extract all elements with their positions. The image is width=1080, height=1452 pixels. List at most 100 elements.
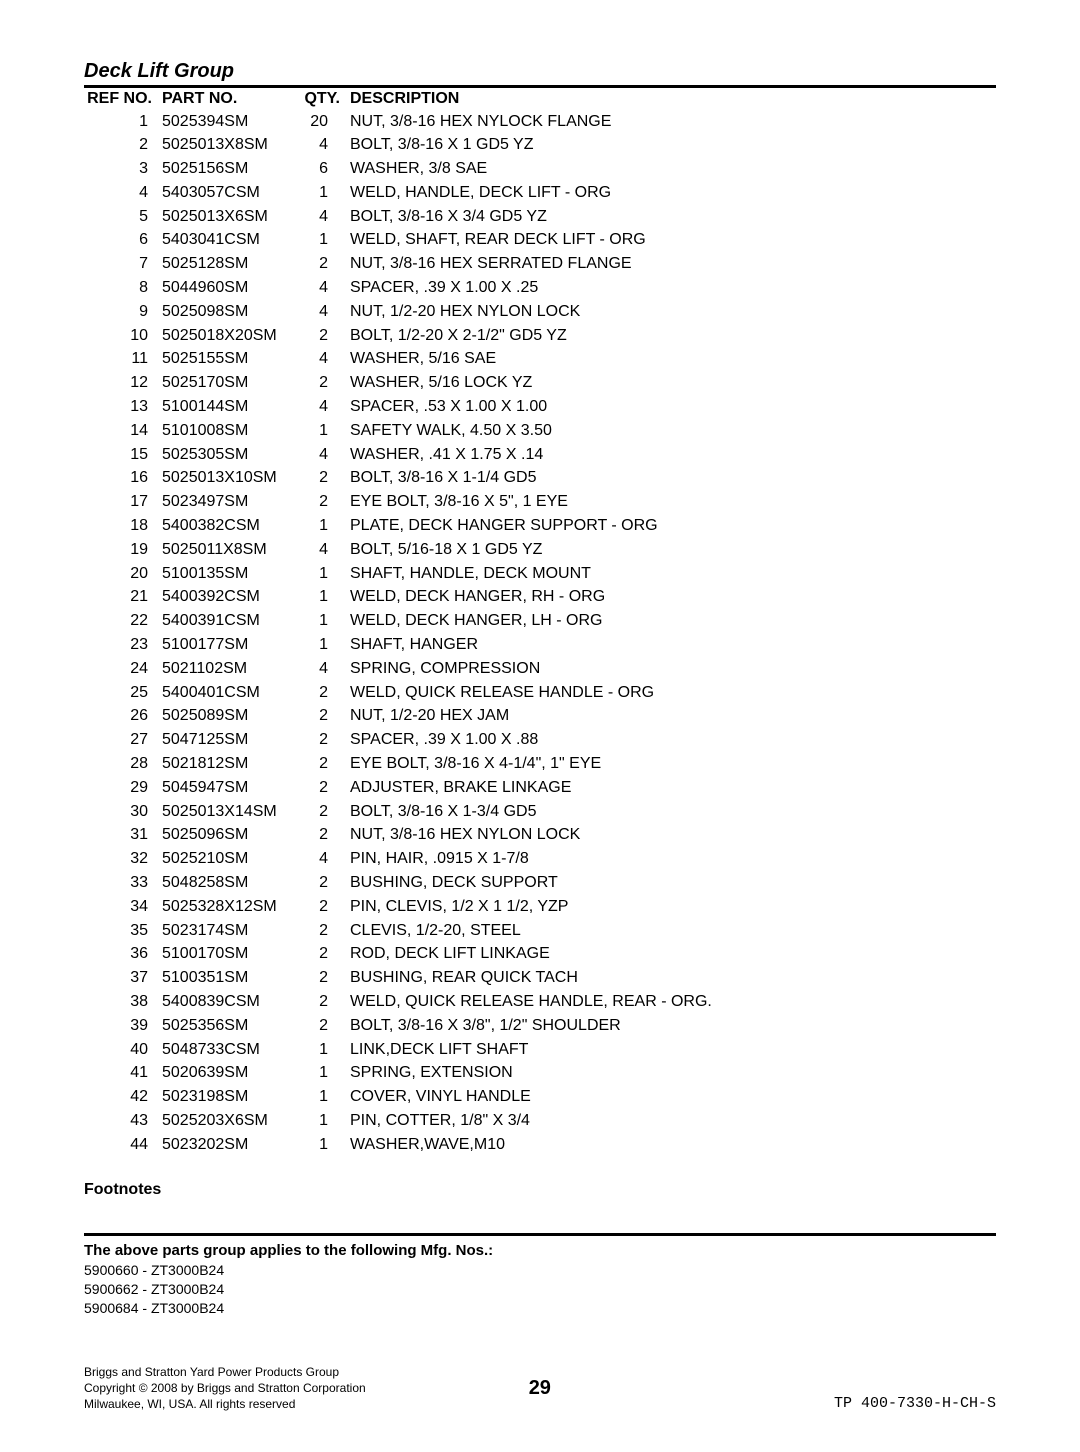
cell-qty: 1: [292, 634, 350, 658]
cell-qty: 2: [292, 253, 350, 277]
cell-ref: 34: [84, 895, 162, 919]
cell-ref: 6: [84, 229, 162, 253]
table-row: 385400839CSM2WELD, QUICK RELEASE HANDLE,…: [84, 990, 996, 1014]
mfg-items: 5900660 - ZT3000B245900662 - ZT3000B2459…: [84, 1261, 996, 1318]
cell-part: 5101008SM: [162, 419, 292, 443]
table-body: 15025394SM20NUT, 3/8-16 HEX NYLOCK FLANG…: [84, 110, 996, 1157]
cell-ref: 35: [84, 919, 162, 943]
cell-desc: NUT, 3/8-16 HEX NYLOCK FLANGE: [350, 110, 996, 134]
cell-qty: 2: [292, 967, 350, 991]
cell-part: 5047125SM: [162, 729, 292, 753]
cell-part: 5400392CSM: [162, 586, 292, 610]
table-row: 335048258SM2BUSHING, DECK SUPPORT: [84, 872, 996, 896]
cell-part: 5044960SM: [162, 277, 292, 301]
table-row: 85044960SM4SPACER, .39 X 1.00 X .25: [84, 277, 996, 301]
cell-ref: 3: [84, 158, 162, 182]
cell-desc: BOLT, 3/8-16 X 1-3/4 GD5: [350, 800, 996, 824]
table-row: 165025013X10SM2BOLT, 3/8-16 X 1-1/4 GD5: [84, 467, 996, 491]
cell-desc: BUSHING, DECK SUPPORT: [350, 872, 996, 896]
cell-desc: BUSHING, REAR QUICK TACH: [350, 967, 996, 991]
table-row: 15025394SM20NUT, 3/8-16 HEX NYLOCK FLANG…: [84, 110, 996, 134]
cell-desc: WASHER, 3/8 SAE: [350, 158, 996, 182]
cell-desc: WELD, HANDLE, DECK LIFT - ORG: [350, 181, 996, 205]
cell-desc: NUT, 1/2-20 HEX JAM: [350, 705, 996, 729]
cell-qty: 2: [292, 776, 350, 800]
cell-ref: 15: [84, 443, 162, 467]
col-qty: QTY.: [292, 88, 350, 110]
cell-ref: 40: [84, 1038, 162, 1062]
cell-qty: 4: [292, 348, 350, 372]
cell-qty: 4: [292, 657, 350, 681]
cell-desc: WELD, DECK HANGER, LH - ORG: [350, 610, 996, 634]
table-row: 235100177SM1SHAFT, HANGER: [84, 634, 996, 658]
table-row: 265025089SM2NUT, 1/2-20 HEX JAM: [84, 705, 996, 729]
cell-part: 5400839CSM: [162, 990, 292, 1014]
cell-part: 5025305SM: [162, 443, 292, 467]
cell-part: 5025156SM: [162, 158, 292, 182]
table-row: 225400391CSM1WELD, DECK HANGER, LH - ORG: [84, 610, 996, 634]
cell-ref: 16: [84, 467, 162, 491]
cell-qty: 4: [292, 277, 350, 301]
mfg-item: 5900660 - ZT3000B24: [84, 1261, 996, 1280]
table-row: 365100170SM2ROD, DECK LIFT LINKAGE: [84, 943, 996, 967]
cell-ref: 29: [84, 776, 162, 800]
cell-ref: 30: [84, 800, 162, 824]
cell-qty: 1: [292, 1062, 350, 1086]
cell-part: 5025210SM: [162, 848, 292, 872]
cell-desc: NUT, 3/8-16 HEX NYLON LOCK: [350, 824, 996, 848]
cell-ref: 26: [84, 705, 162, 729]
cell-part: 5100135SM: [162, 562, 292, 586]
cell-part: 5045947SM: [162, 776, 292, 800]
cell-desc: WELD, SHAFT, REAR DECK LIFT - ORG: [350, 229, 996, 253]
cell-ref: 13: [84, 396, 162, 420]
table-row: 155025305SM4WASHER, .41 X 1.75 X .14: [84, 443, 996, 467]
cell-part: 5025356SM: [162, 1014, 292, 1038]
cell-ref: 42: [84, 1086, 162, 1110]
mfg-item: 5900684 - ZT3000B24: [84, 1299, 996, 1318]
cell-part: 5400391CSM: [162, 610, 292, 634]
cell-ref: 20: [84, 562, 162, 586]
cell-qty: 2: [292, 872, 350, 896]
cell-desc: CLEVIS, 1/2-20, STEEL: [350, 919, 996, 943]
table-row: 345025328X12SM2PIN, CLEVIS, 1/2 X 1 1/2,…: [84, 895, 996, 919]
section-title: Deck Lift Group: [84, 60, 996, 83]
col-part: PART NO.: [162, 88, 292, 110]
cell-ref: 36: [84, 943, 162, 967]
cell-part: 5025018X20SM: [162, 324, 292, 348]
cell-qty: 2: [292, 824, 350, 848]
table-row: 275047125SM2SPACER, .39 X 1.00 X .88: [84, 729, 996, 753]
table-row: 425023198SM1COVER, VINYL HANDLE: [84, 1086, 996, 1110]
table-row: 75025128SM2NUT, 3/8-16 HEX SERRATED FLAN…: [84, 253, 996, 277]
cell-ref: 8: [84, 277, 162, 301]
cell-ref: 22: [84, 610, 162, 634]
cell-desc: SPACER, .53 X 1.00 X 1.00: [350, 396, 996, 420]
table-row: 355023174SM2CLEVIS, 1/2-20, STEEL: [84, 919, 996, 943]
table-row: 315025096SM2NUT, 3/8-16 HEX NYLON LOCK: [84, 824, 996, 848]
cell-ref: 27: [84, 729, 162, 753]
cell-desc: SPACER, .39 X 1.00 X .88: [350, 729, 996, 753]
mfg-item: 5900662 - ZT3000B24: [84, 1280, 996, 1299]
cell-ref: 18: [84, 515, 162, 539]
footer-left-line: Milwaukee, WI, USA. All rights reserved: [84, 1396, 366, 1412]
cell-ref: 17: [84, 491, 162, 515]
footer-left-line: Briggs and Stratton Yard Power Products …: [84, 1364, 366, 1380]
cell-ref: 2: [84, 134, 162, 158]
cell-desc: WASHER,WAVE,M10: [350, 1133, 996, 1157]
table-row: 375100351SM2BUSHING, REAR QUICK TACH: [84, 967, 996, 991]
cell-desc: PIN, HAIR, .0915 X 1-7/8: [350, 848, 996, 872]
cell-qty: 2: [292, 990, 350, 1014]
table-row: 135100144SM4SPACER, .53 X 1.00 X 1.00: [84, 396, 996, 420]
cell-qty: 1: [292, 419, 350, 443]
table-row: 245021102SM4SPRING, COMPRESSION: [84, 657, 996, 681]
cell-qty: 1: [292, 562, 350, 586]
cell-part: 5025013X14SM: [162, 800, 292, 824]
cell-ref: 11: [84, 348, 162, 372]
cell-part: 5025096SM: [162, 824, 292, 848]
cell-part: 5025011X8SM: [162, 538, 292, 562]
cell-qty: 2: [292, 467, 350, 491]
cell-part: 5025013X10SM: [162, 467, 292, 491]
cell-ref: 9: [84, 300, 162, 324]
cell-part: 5023198SM: [162, 1086, 292, 1110]
cell-qty: 2: [292, 895, 350, 919]
cell-desc: WELD, DECK HANGER, RH - ORG: [350, 586, 996, 610]
